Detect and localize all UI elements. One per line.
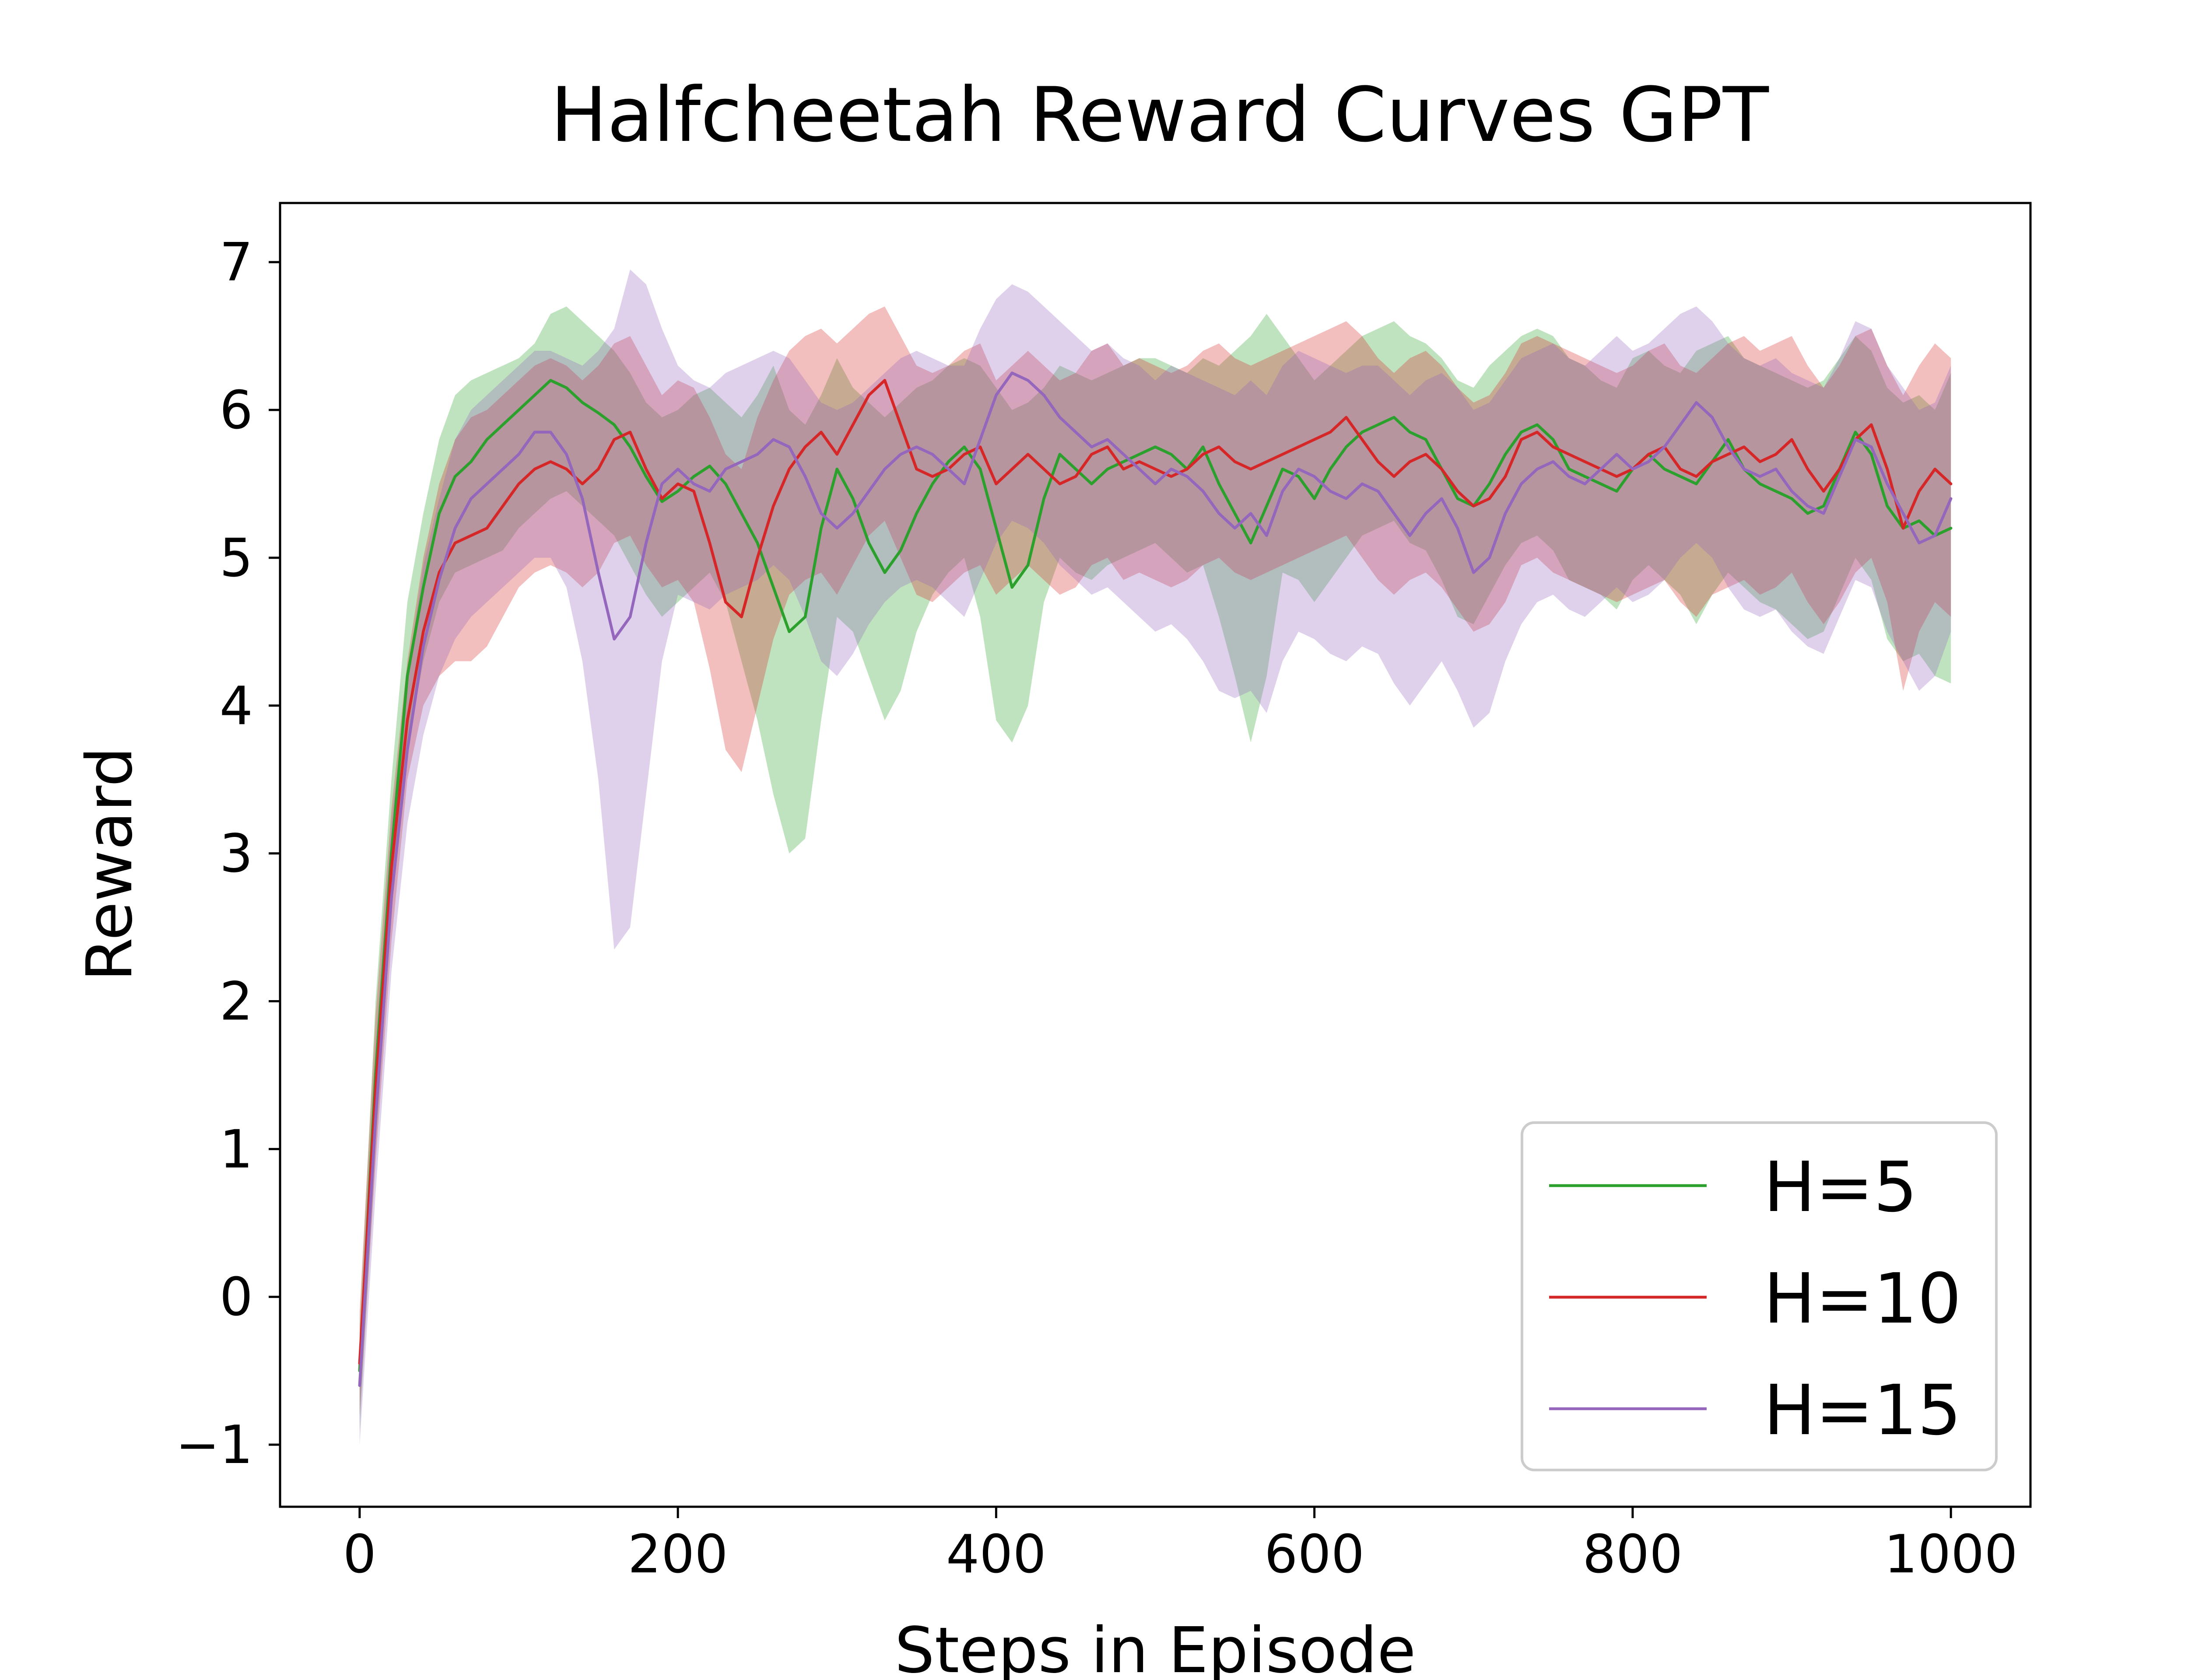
legend-entries: H=5 H=10 H=15 (1549, 1147, 1961, 1451)
x-axis: 0 200 400 600 800 1000 (343, 1507, 2018, 1585)
x-tick-label: 400 (946, 1524, 1046, 1585)
series-line-h-5 (358, 379, 1953, 1372)
series-line-h-10 (358, 379, 1953, 1365)
y-tick-label: 2 (220, 971, 253, 1032)
y-tick-label: 6 (220, 380, 253, 441)
y-tick-label: 5 (220, 528, 253, 589)
legend-box (1521, 1121, 1998, 1471)
y-tick-label: 0 (220, 1267, 253, 1328)
y-tick-label: −1 (175, 1415, 253, 1476)
x-tick-label: 0 (343, 1524, 376, 1585)
x-tick-label: 800 (1582, 1524, 1683, 1585)
y-tick-label: 1 (220, 1119, 253, 1180)
x-tick-label: 200 (628, 1524, 728, 1585)
chart-title: Halfcheetah Reward Curves GPT (551, 71, 1769, 159)
y-axis: −1 0 1 2 3 4 5 6 7 (175, 232, 280, 1476)
x-axis-label: Steps in Episode (894, 1614, 1416, 1680)
y-tick-label: 7 (220, 232, 253, 293)
band-layer (359, 270, 1951, 1445)
legend-label-h-15: H=15 (1764, 1370, 1961, 1451)
y-tick-label: 3 (220, 824, 253, 885)
x-tick-label: 600 (1264, 1524, 1364, 1585)
plot-area-frame (279, 202, 2032, 1508)
series-line-h-15 (358, 371, 1953, 1387)
series-band-h-15 (359, 270, 1951, 1445)
legend: H=5 H=10 H=15 (1521, 1121, 1998, 1471)
legend-label-h-5: H=5 (1764, 1147, 1918, 1228)
y-axis-label: Reward (73, 747, 146, 981)
y-tick-label: 4 (220, 676, 253, 737)
x-tick-label: 1000 (1884, 1524, 2017, 1585)
series-band-h-10 (359, 306, 1951, 1415)
series-band-h-5 (359, 306, 1951, 1430)
legend-label-h-10: H=10 (1764, 1259, 1961, 1339)
line-layer (358, 371, 1953, 1387)
